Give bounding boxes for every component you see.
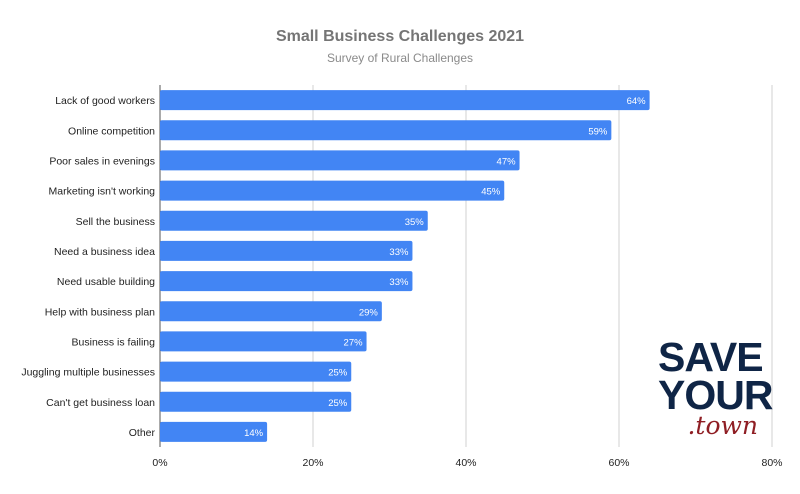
x-tick-label: 20%: [302, 457, 323, 469]
category-label: Marketing isn't working: [49, 186, 156, 198]
x-tick-label: 80%: [761, 457, 782, 469]
x-tick-label: 40%: [455, 457, 476, 469]
data-label: 27%: [344, 337, 364, 348]
chart-subtitle: Survey of Rural Challenges: [327, 51, 473, 65]
bar: [160, 150, 520, 171]
category-label: Business is failing: [72, 336, 156, 348]
data-label: 45%: [481, 187, 501, 198]
category-label: Help with business plan: [45, 306, 155, 318]
x-tick-label: 0%: [152, 457, 167, 469]
data-label: 14%: [244, 428, 264, 439]
bar: [160, 90, 650, 111]
data-label: 25%: [328, 368, 348, 379]
category-labels: Lack of good workers Online competition Po…: [21, 95, 155, 439]
data-label: 33%: [389, 247, 409, 258]
bar: [160, 180, 505, 201]
gridlines: [159, 85, 773, 447]
logo-line-town: .town: [687, 411, 758, 440]
bar: [160, 391, 352, 412]
category-label: Poor sales in evenings: [49, 155, 155, 167]
bar: [160, 210, 428, 231]
category-label: Juggling multiple businesses: [21, 367, 155, 379]
data-label: 64%: [627, 96, 647, 107]
bar: [160, 271, 413, 292]
category-label: Online competition: [68, 125, 155, 137]
bar: [160, 421, 268, 442]
bar: [160, 240, 413, 261]
x-tick-labels: 0% 20% 40% 60% 80%: [152, 457, 782, 469]
chart-title: Small Business Challenges 2021: [276, 28, 524, 45]
bar: [160, 301, 382, 322]
category-label: Other: [129, 427, 156, 439]
category-label: Sell the business: [76, 216, 155, 228]
data-labels: 64% 59% 47% 45% 35% 33% 33% 29% 27% 25% 25% 14%: [244, 96, 646, 439]
bars: [160, 90, 650, 442]
logo-line-your: YOUR: [658, 372, 773, 418]
bar: [160, 361, 352, 382]
data-label: 29%: [359, 307, 379, 318]
category-label: Can't get business loan: [46, 397, 155, 409]
data-label: 33%: [389, 277, 409, 288]
bar: [160, 331, 367, 352]
category-label: Lack of good workers: [55, 95, 155, 107]
bar: [160, 120, 612, 141]
logo-line-save: SAVE: [658, 334, 764, 380]
data-label: 47%: [497, 156, 517, 167]
data-label: 25%: [328, 398, 348, 409]
category-label: Need usable building: [57, 276, 155, 288]
data-label: 35%: [405, 217, 425, 228]
save-your-town-logo: SAVE YOUR .town: [658, 334, 773, 440]
data-label: 59%: [588, 126, 608, 137]
x-tick-label: 60%: [608, 457, 629, 469]
category-label: Need a business idea: [54, 246, 155, 258]
